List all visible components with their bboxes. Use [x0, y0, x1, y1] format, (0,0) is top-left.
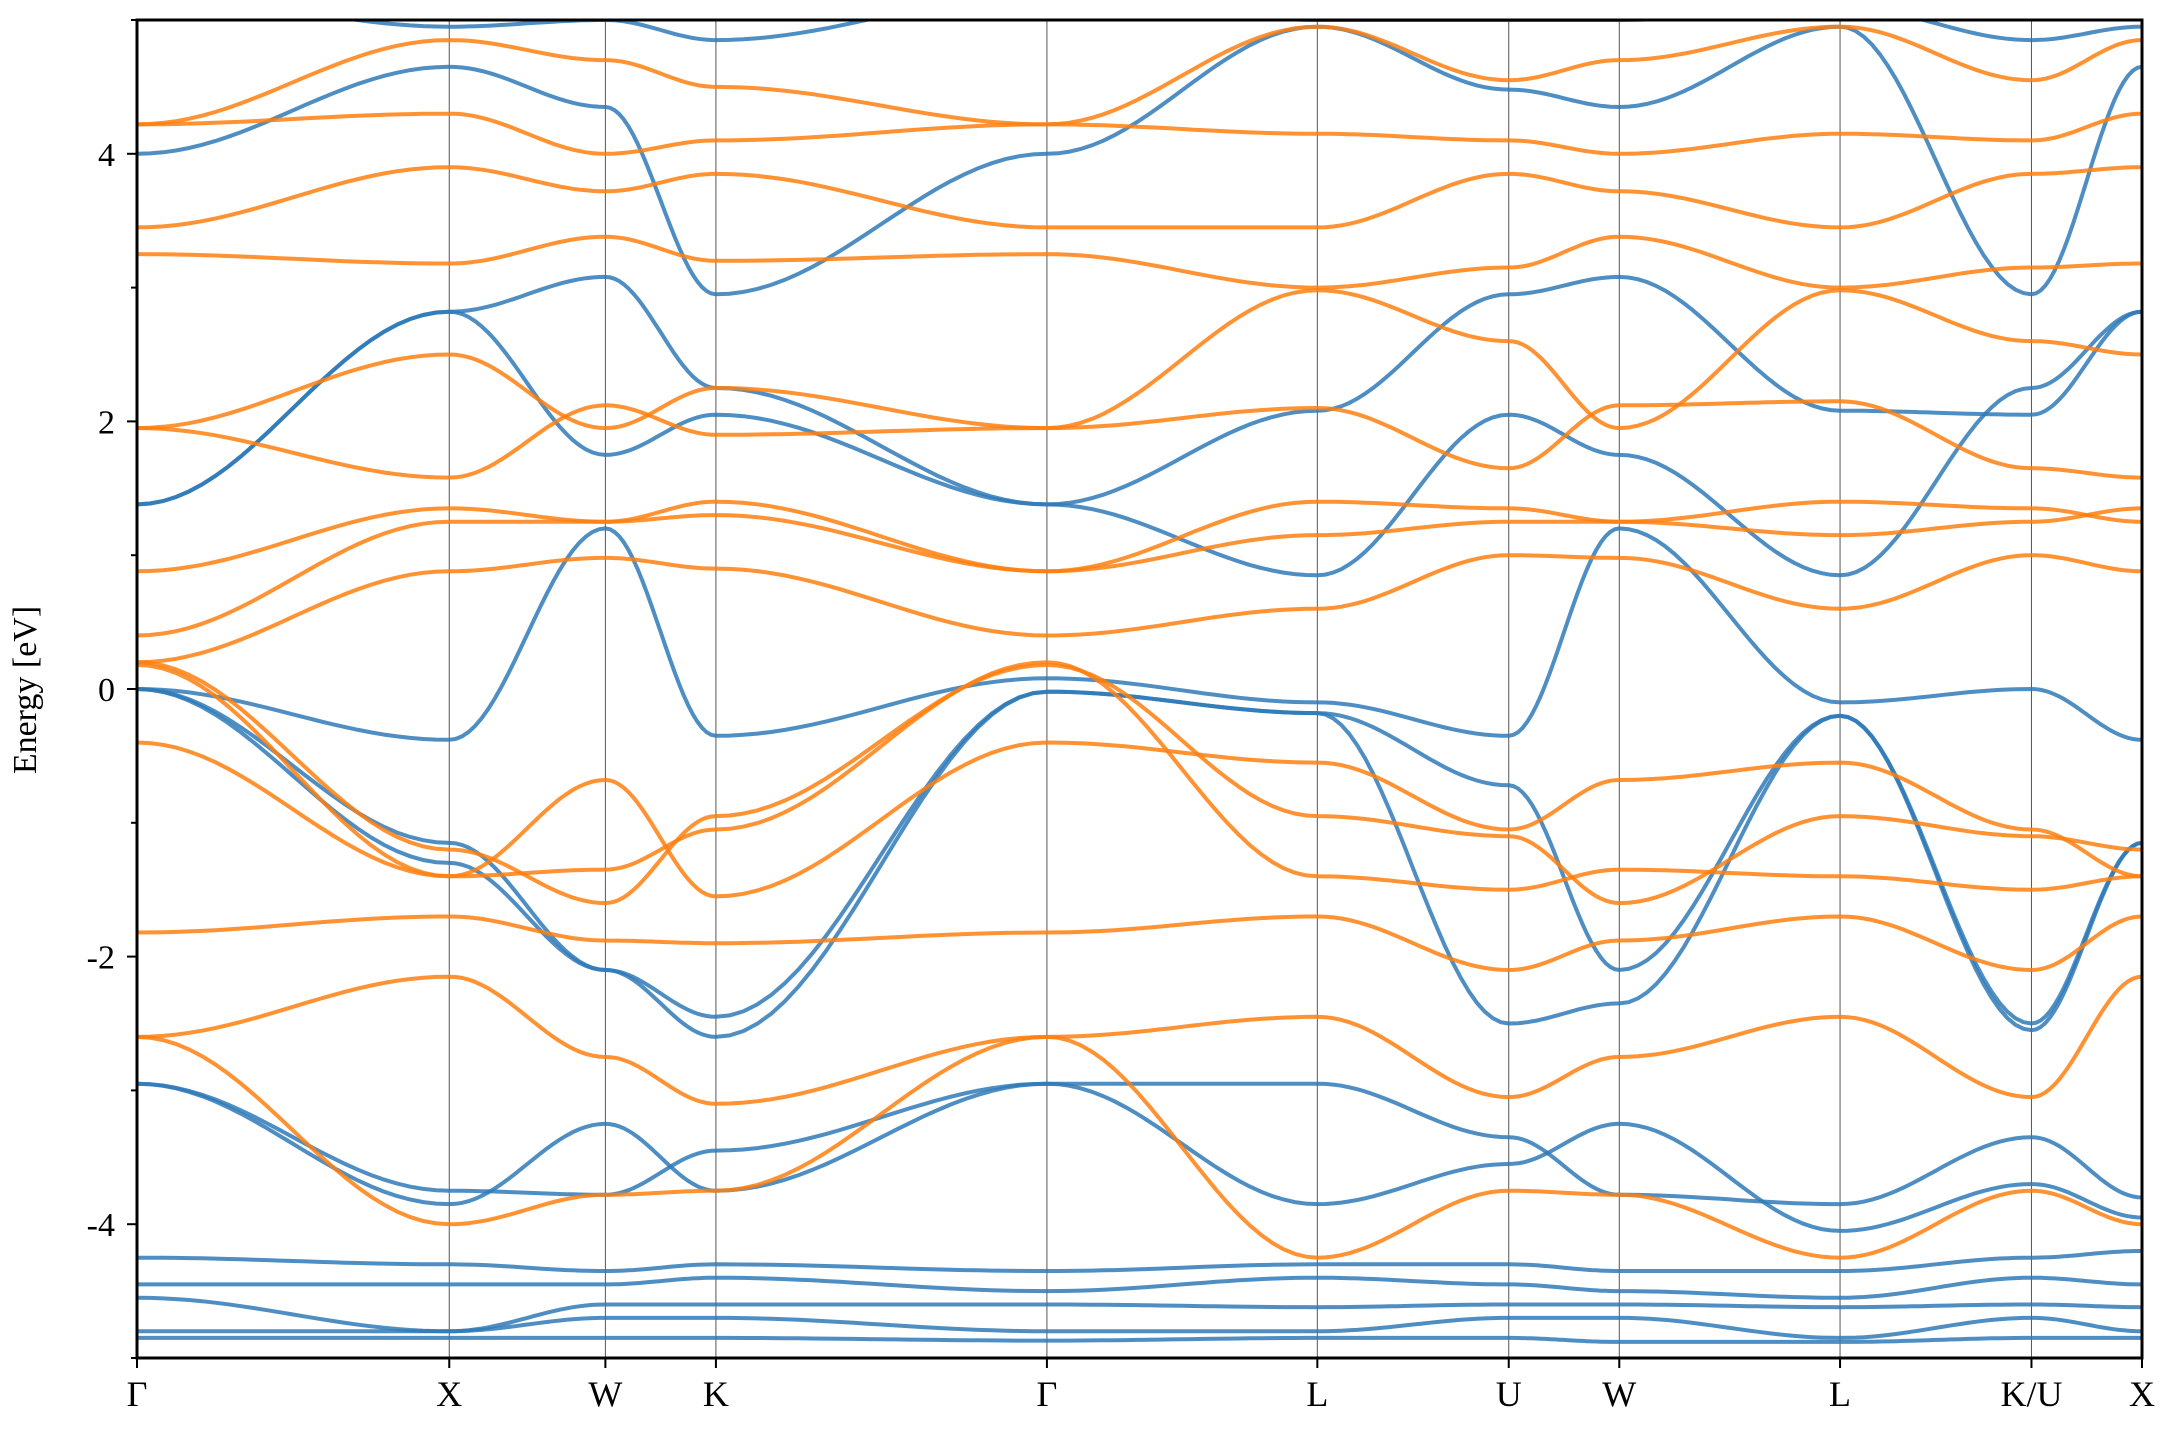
- band-blue-12: [137, 24, 2142, 297]
- band-orange-5: [137, 499, 2142, 638]
- band-orange-12: [137, 24, 2142, 127]
- band-blue-2: [137, 1295, 2142, 1334]
- x-tick-label: Γ: [1037, 1374, 1058, 1414]
- band-orange-4: [137, 553, 2142, 665]
- band-orange-3: [137, 740, 2142, 899]
- band-orange-9: [137, 234, 2142, 290]
- x-tick-label: K: [703, 1374, 729, 1414]
- y-axis-label: Energy [eV]: [7, 605, 44, 775]
- band-blue-9: [137, 526, 2142, 742]
- band-blue-10: [137, 309, 2142, 578]
- band-blue-1: [137, 1315, 2142, 1340]
- band-orange-2: [137, 660, 2142, 892]
- x-tick-label: L: [1306, 1374, 1328, 1414]
- x-axis-ticks: Γ X W K Γ L U W L K/U X: [127, 1358, 2155, 1414]
- band-blue-6: [137, 1081, 2142, 1233]
- x-tick-label: K/U: [2000, 1374, 2062, 1414]
- x-tick-label: Γ: [127, 1374, 148, 1414]
- y-axis-ticks: -4 -2 0 2 4: [87, 19, 137, 1359]
- y-tick-label: 2: [98, 404, 115, 441]
- band-blue-0: [137, 1335, 2142, 1344]
- band-lines: [137, 20, 2142, 1344]
- band-blue-5: [137, 1081, 2142, 1207]
- y-tick-label: -2: [87, 940, 115, 977]
- band-blue-4: [137, 1249, 2142, 1273]
- plot-frame: [135, 18, 2144, 1360]
- band-blue-8: [137, 687, 2142, 1026]
- band-orange-7: [137, 399, 2142, 480]
- band-blue-11: [137, 274, 2142, 507]
- band-orange-10: [137, 165, 2142, 230]
- band-blue-13: [343, 20, 2142, 43]
- band-orange-0: [137, 974, 2142, 1106]
- y-tick-label: -4: [87, 1207, 115, 1244]
- x-tick-label: W: [1602, 1374, 1636, 1414]
- y-tick-label: 4: [98, 137, 115, 174]
- band-blue-3: [137, 1275, 2142, 1300]
- band-orange-11: [137, 111, 2142, 156]
- band-orange-14: [137, 1034, 2142, 1260]
- band-orange-13: [137, 660, 2142, 906]
- y-tick-label: 0: [98, 672, 115, 709]
- x-tick-label: X: [436, 1374, 462, 1414]
- x-tick-label: W: [588, 1374, 622, 1414]
- band-orange-6: [137, 499, 2142, 574]
- x-tick-label: L: [1829, 1374, 1851, 1414]
- band-orange-1: [137, 914, 2142, 973]
- band-orange-8: [137, 288, 2142, 431]
- x-tick-label: U: [1496, 1374, 1522, 1414]
- x-tick-label: X: [2129, 1374, 2155, 1414]
